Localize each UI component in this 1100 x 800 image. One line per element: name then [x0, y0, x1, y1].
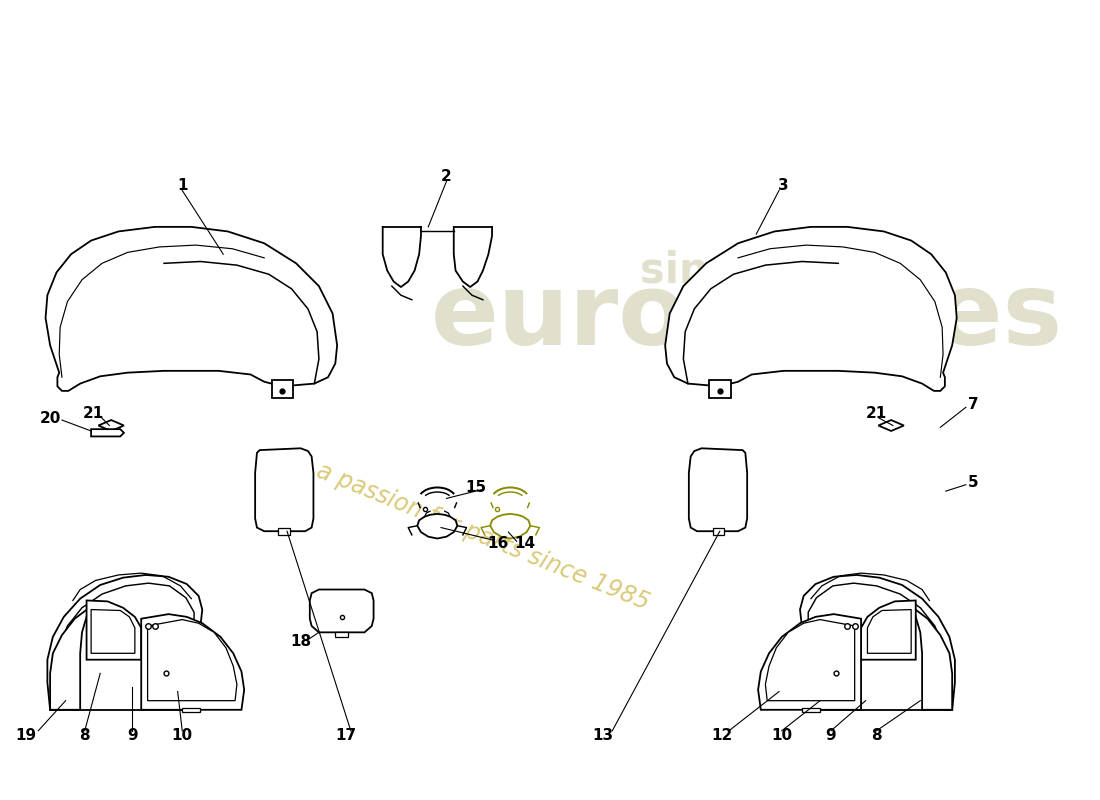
Text: 9: 9	[826, 728, 836, 743]
Text: 2: 2	[441, 170, 452, 184]
Polygon shape	[758, 614, 861, 710]
Text: 13: 13	[593, 728, 614, 743]
Polygon shape	[336, 632, 348, 637]
Text: 18: 18	[290, 634, 311, 649]
Polygon shape	[183, 708, 200, 712]
Polygon shape	[45, 227, 337, 391]
Text: 14: 14	[515, 537, 536, 551]
Text: 8: 8	[79, 728, 90, 743]
Text: 17: 17	[336, 728, 356, 743]
Polygon shape	[689, 448, 747, 531]
Polygon shape	[310, 590, 374, 632]
Polygon shape	[666, 227, 957, 391]
Text: 19: 19	[15, 728, 36, 743]
Polygon shape	[98, 420, 124, 431]
Polygon shape	[417, 514, 458, 538]
Text: 9: 9	[126, 728, 138, 743]
Text: 21: 21	[866, 406, 888, 421]
Polygon shape	[802, 708, 821, 712]
Polygon shape	[51, 608, 89, 710]
Polygon shape	[913, 608, 953, 710]
Polygon shape	[91, 429, 124, 437]
Text: eurospares: eurospares	[431, 270, 1064, 366]
Text: 1: 1	[177, 178, 187, 194]
Polygon shape	[868, 610, 911, 654]
Polygon shape	[708, 380, 730, 398]
Text: 10: 10	[771, 728, 792, 743]
Text: 15: 15	[465, 480, 486, 495]
Text: 20: 20	[40, 410, 60, 426]
Polygon shape	[272, 380, 294, 398]
Polygon shape	[278, 527, 289, 535]
Text: 12: 12	[711, 728, 733, 743]
Polygon shape	[147, 619, 236, 701]
Text: 5: 5	[968, 474, 978, 490]
Text: 16: 16	[487, 537, 508, 551]
Text: since 1985: since 1985	[639, 250, 891, 292]
Polygon shape	[491, 514, 530, 538]
Polygon shape	[91, 610, 135, 654]
Polygon shape	[713, 527, 725, 535]
Text: 7: 7	[968, 397, 978, 412]
Polygon shape	[861, 601, 915, 660]
Text: 3: 3	[779, 178, 789, 194]
Text: a passion for parts since 1985: a passion for parts since 1985	[314, 458, 653, 614]
Text: 10: 10	[172, 728, 192, 743]
Polygon shape	[141, 614, 244, 710]
Polygon shape	[879, 420, 904, 431]
Polygon shape	[766, 619, 855, 701]
Polygon shape	[255, 448, 314, 531]
Text: 8: 8	[871, 728, 882, 743]
Text: 21: 21	[84, 406, 104, 421]
Polygon shape	[87, 601, 141, 660]
